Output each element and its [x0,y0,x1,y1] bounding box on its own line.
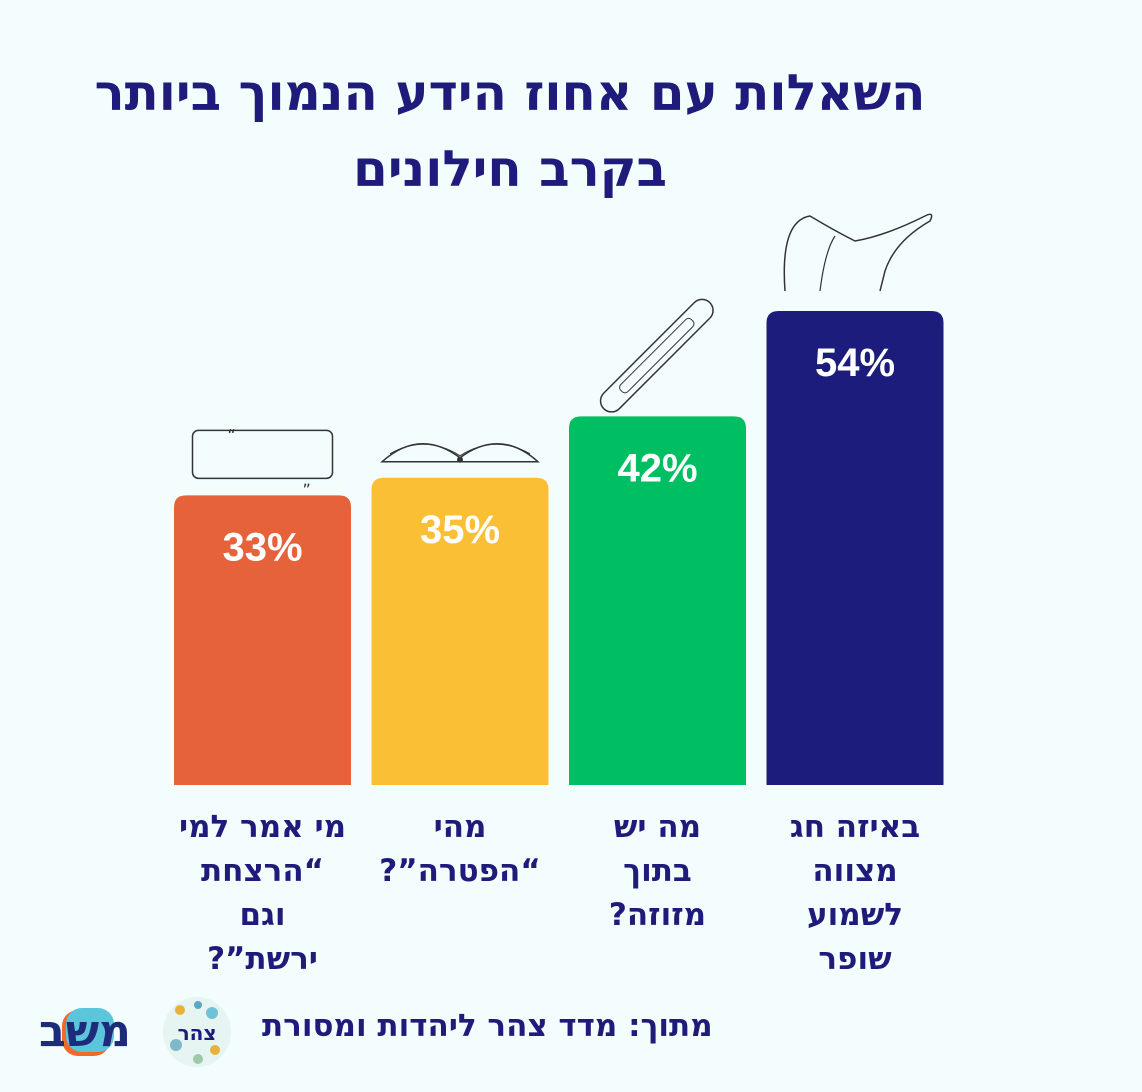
title-line-1: השאלות עם אחוז הידע הנמוך ביותר [94,64,926,122]
category-label-line: “הרצחת [200,853,325,889]
category-label-line: מה יש [613,809,702,845]
category-label: באיזה חג מצווה לשמוע שופר [755,805,955,981]
category-label-line: וגם [239,897,286,933]
open-book-icon [380,443,540,463]
category-label-line: שופר [818,941,892,977]
bar-value-label: 54% [815,341,895,385]
svg-text:צהר: צהר [178,1021,217,1045]
tzohar-logo: צהר [163,997,231,1067]
category-label-line: ירשת”? [207,941,318,977]
category-label: מה יש בתוך מזוזה? [558,805,758,937]
category-label-line: מזוזה? [608,897,707,933]
bar [766,311,944,785]
svg-text:„: „ [303,470,311,489]
category-label-line: מהי [433,809,487,845]
category-label-line: באיזה חג [789,809,921,845]
mezuzah-icon [599,298,714,413]
bar [371,477,549,785]
category-label-line: לשמוע [807,897,903,933]
svg-text:משב: משב [39,1008,131,1057]
chart-title: השאלות עם אחוז הידע הנמוך ביותר בקרב חיל… [60,55,960,207]
mishov-logo: משב [39,1008,131,1057]
bar-value-label: 35% [420,508,500,552]
quote-box-icon: “„ [191,425,334,489]
category-label-line: בתוך [623,853,692,889]
category-label: מי אמר למי “הרצחת וגם ירשת”? [163,805,363,981]
title-line-2: בקרב חילונים [353,140,667,198]
bar-value-label: 33% [222,525,302,569]
source-text: מתוך: מדד צהר ליהדות ומסורת [262,1008,713,1044]
svg-text:“: “ [228,425,236,444]
shofar-icon [783,213,933,292]
category-label-line: מי אמר למי [178,809,347,845]
category-label-line: “הפטרה”? [379,853,541,889]
category-label-line: מצווה [812,853,898,889]
bar [569,416,746,785]
bar-value-label: 42% [617,446,697,490]
bar [174,495,351,785]
category-label: מהי “הפטרה”? [360,805,560,893]
